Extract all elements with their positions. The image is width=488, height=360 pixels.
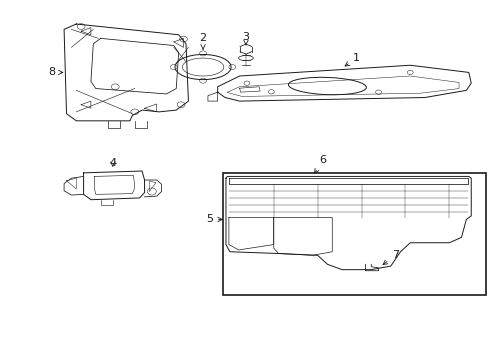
Text: 6: 6 [314,155,325,173]
Text: 2: 2 [199,33,206,49]
Bar [222,173,485,295]
Text: 7: 7 [382,250,398,265]
Text: 4: 4 [109,158,116,168]
Text: 8: 8 [48,67,62,77]
Text: 3: 3 [242,32,249,45]
Text: 1: 1 [345,53,360,66]
Text: 5: 5 [205,215,222,224]
